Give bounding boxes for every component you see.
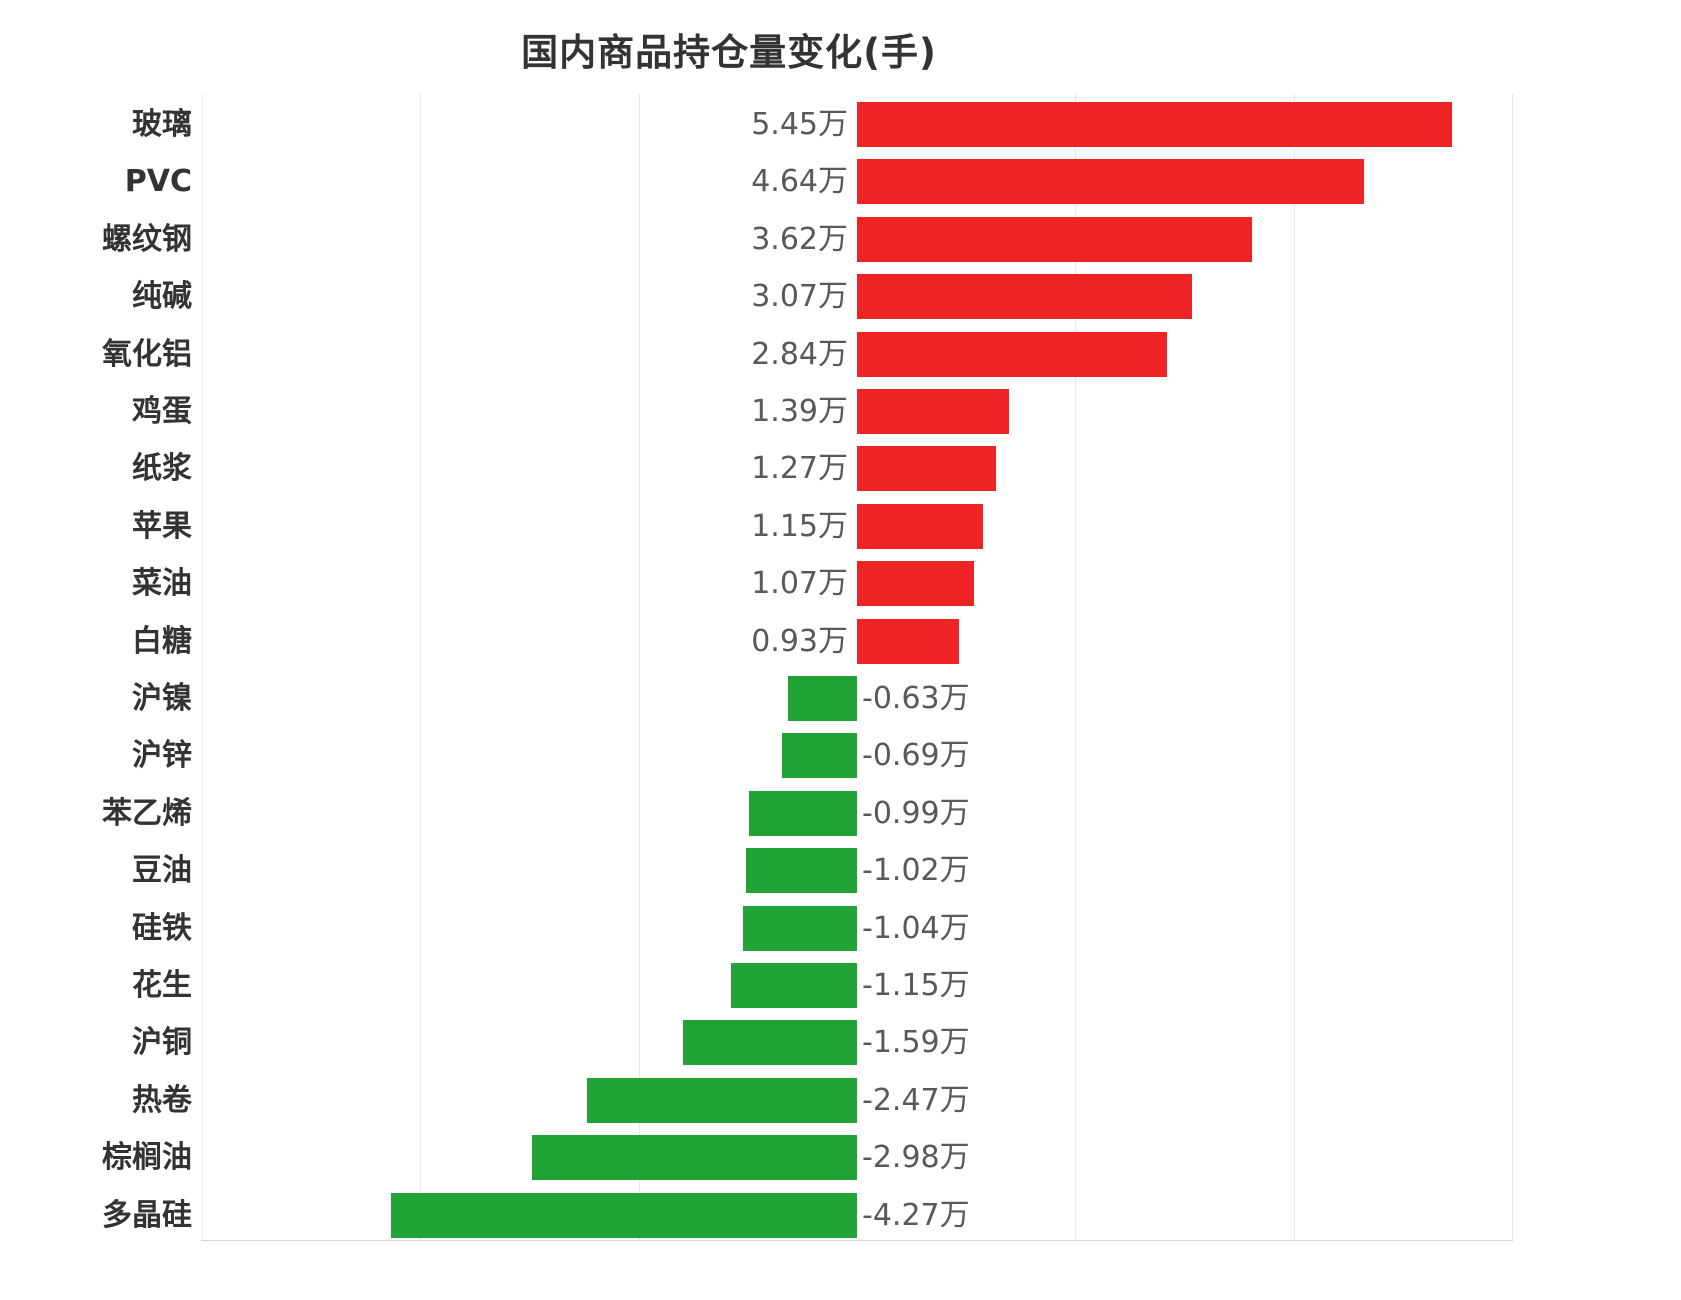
category-label: 热卷 xyxy=(132,1082,192,1118)
bar[interactable] xyxy=(587,1077,857,1123)
bar[interactable] xyxy=(731,963,857,1008)
bar[interactable] xyxy=(531,1135,857,1181)
bar[interactable] xyxy=(857,561,974,607)
value-label: 3.62万 xyxy=(751,221,848,257)
category-label: 豆油 xyxy=(132,853,192,889)
category-label: 沪锌 xyxy=(132,738,192,774)
bar[interactable] xyxy=(857,274,1193,320)
value-label: 0.93万 xyxy=(751,623,848,659)
gridline--6wan xyxy=(201,94,203,1240)
category-label: 棕榈油 xyxy=(102,1140,192,1176)
category-label: 沪镍 xyxy=(132,681,192,716)
bar[interactable] xyxy=(857,618,959,664)
value-label: 4.64万 xyxy=(751,164,848,200)
category-label: 菜油 xyxy=(132,566,192,602)
bar[interactable] xyxy=(857,503,983,549)
value-label: 1.27万 xyxy=(751,451,848,487)
bar[interactable] xyxy=(857,102,1453,147)
bar[interactable] xyxy=(748,790,857,836)
value-label: 3.07万 xyxy=(751,279,848,315)
gridline--2wan xyxy=(638,94,640,1240)
value-label: -1.59万 xyxy=(862,1025,970,1061)
value-label: 2.84万 xyxy=(751,336,848,372)
bar[interactable] xyxy=(781,733,857,779)
value-label: -1.15万 xyxy=(862,968,970,1003)
value-label: -2.98万 xyxy=(862,1140,970,1176)
gridline-4wan xyxy=(1293,94,1295,1240)
value-label: -0.69万 xyxy=(862,738,970,774)
bar[interactable] xyxy=(743,905,857,951)
bar[interactable] xyxy=(788,676,857,721)
category-label: 苯乙烯 xyxy=(102,795,192,831)
value-label: -1.04万 xyxy=(862,910,970,946)
category-label: 花生 xyxy=(132,968,192,1003)
category-label: 白糖 xyxy=(132,623,192,659)
gridline--4wan xyxy=(420,94,422,1240)
value-label: 5.45万 xyxy=(751,107,848,142)
bar[interactable] xyxy=(857,159,1364,205)
category-label: 纸浆 xyxy=(132,451,192,487)
value-label: -0.99万 xyxy=(862,795,970,831)
chart-title: 国内商品持仓量变化(手) xyxy=(521,31,937,74)
x-axis-line xyxy=(201,1240,1513,1241)
bar[interactable] xyxy=(745,848,857,894)
value-label: -2.47万 xyxy=(862,1082,970,1118)
category-label: 纯碱 xyxy=(132,279,192,315)
category-label: 鸡蛋 xyxy=(132,394,192,429)
category-label: PVC xyxy=(124,164,192,200)
category-label: 氧化铝 xyxy=(102,336,192,372)
bar[interactable] xyxy=(857,331,1168,377)
category-label: 多晶硅 xyxy=(102,1197,192,1233)
bar[interactable] xyxy=(857,389,1009,434)
value-label: 1.39万 xyxy=(751,394,848,429)
category-label: 硅铁 xyxy=(132,910,192,946)
category-label: 玻璃 xyxy=(132,107,192,142)
bar[interactable] xyxy=(390,1192,857,1238)
value-label: 1.07万 xyxy=(751,566,848,602)
bar[interactable] xyxy=(857,216,1253,262)
value-label: 1.15万 xyxy=(751,508,848,544)
value-label: -1.02万 xyxy=(862,853,970,889)
category-label: 沪铜 xyxy=(132,1025,192,1061)
category-label: 螺纹钢 xyxy=(102,221,192,257)
bar[interactable] xyxy=(683,1020,857,1066)
value-label: -4.27万 xyxy=(862,1197,970,1233)
category-label: 苹果 xyxy=(132,508,192,544)
gridline-2wan xyxy=(1075,94,1077,1240)
gridline-6wan xyxy=(1512,94,1514,1240)
value-label: -0.63万 xyxy=(862,681,970,716)
bar[interactable] xyxy=(857,446,996,492)
